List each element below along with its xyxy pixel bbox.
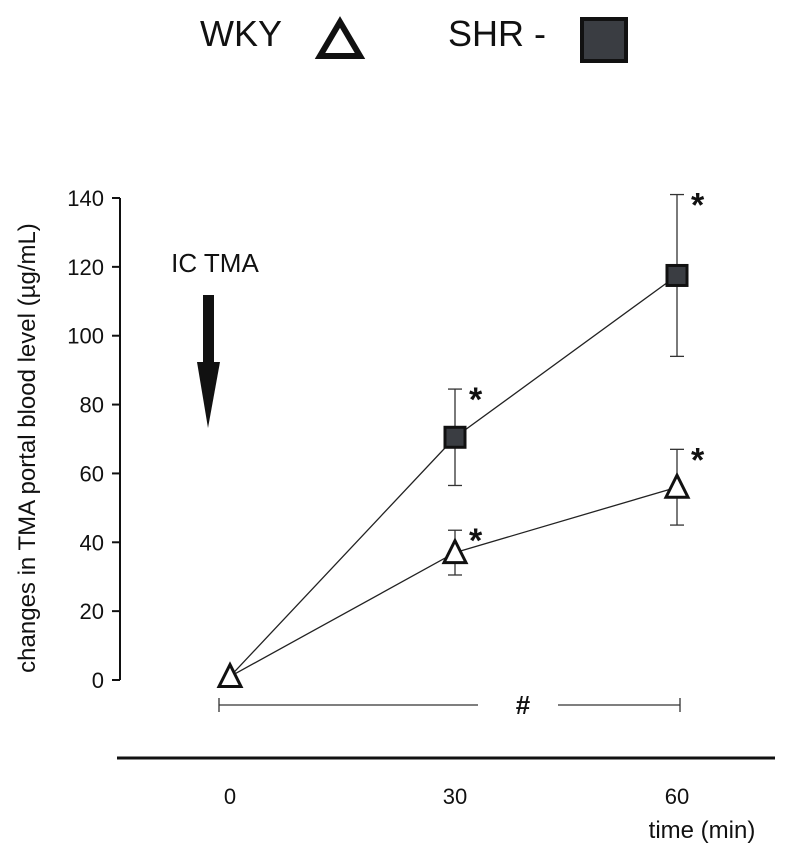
y-tick-label: 80	[80, 393, 104, 418]
y-tick-label: 20	[80, 599, 104, 624]
data-point-shr	[443, 425, 467, 449]
data-point-shr	[665, 263, 689, 287]
error-bars	[448, 193, 684, 576]
x-tick-label: 30	[443, 784, 467, 809]
y-tick-label: 140	[67, 186, 104, 211]
arrow-head-icon	[197, 362, 220, 428]
y-ticks: 0 20 40 60 80 100 120 140	[67, 186, 120, 693]
data-point-wky	[441, 537, 469, 565]
y-tick-label: 120	[67, 255, 104, 280]
arrow-shaft	[203, 295, 214, 367]
significance-star-wky: *	[469, 522, 483, 560]
significance-star-shr: *	[691, 187, 705, 225]
significance-star-shr: *	[469, 381, 483, 419]
x-ticks: 0 30 60	[224, 784, 689, 809]
legend: WKY SHR -	[200, 13, 628, 63]
markers	[216, 263, 691, 689]
significance-stars: * * * *	[469, 187, 705, 561]
y-tick-label: 40	[80, 530, 104, 555]
arrow-label: IC TMA	[171, 248, 259, 278]
series-lines	[229, 274, 678, 678]
y-tick-label: 60	[80, 461, 104, 486]
legend-marker-shr	[580, 17, 628, 63]
y-tick-label: 0	[92, 668, 104, 693]
significance-star-wky: *	[691, 441, 705, 479]
series-line-wky	[229, 486, 678, 678]
legend-label-wky: WKY	[200, 13, 282, 54]
legend-label-shr: SHR -	[448, 13, 546, 54]
data-point-wky	[216, 661, 244, 689]
x-axis-title: time (min)	[649, 817, 756, 844]
significance-bracket: #	[218, 690, 681, 720]
ic-tma-annotation: IC TMA	[171, 248, 259, 428]
legend-marker-wky	[314, 16, 366, 59]
x-tick-label: 60	[665, 784, 689, 809]
x-tick-label: 0	[224, 784, 236, 809]
axes: 0 20 40 60 80 100 120 140 0 30 60	[67, 186, 775, 809]
series-line-shr	[229, 274, 678, 678]
y-axis-title: changes in TMA portal blood level (µg/mL…	[14, 223, 41, 673]
y-tick-label: 100	[67, 324, 104, 349]
bracket-label: #	[516, 690, 531, 720]
data-point-wky	[663, 471, 691, 499]
